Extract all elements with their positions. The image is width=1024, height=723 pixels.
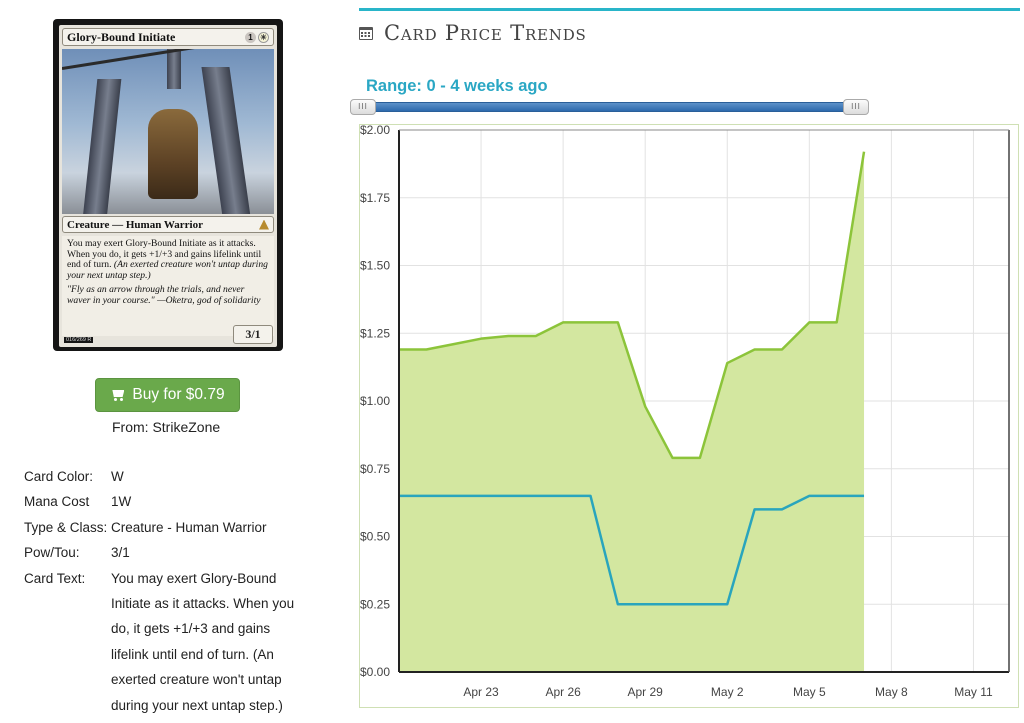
y-tick-label: $1.00: [360, 394, 390, 408]
mana-generic-icon: 1: [245, 31, 256, 43]
card-collector-number: 016/269 R: [64, 337, 94, 343]
detail-row-mana-cost: Mana Cost 1W: [24, 489, 301, 514]
detail-row-type: Type & Class: Creature - Human Warrior: [24, 515, 301, 540]
y-tick-label: $0.50: [360, 530, 390, 544]
detail-value: W: [111, 469, 124, 484]
x-tick-label: Apr 23: [463, 685, 499, 699]
y-tick-label: $0.75: [360, 462, 390, 476]
detail-label: Type & Class:: [24, 519, 108, 535]
detail-label: Pow/Tou:: [24, 545, 80, 561]
shopping-cart-icon: [110, 389, 126, 401]
card-details: Card Color: W Mana Cost 1W Type & Class:…: [24, 464, 301, 718]
calendar-icon: [359, 26, 373, 40]
y-tick-label: $0.25: [360, 597, 390, 611]
buy-button-label: Buy for $0.79: [132, 386, 225, 403]
card-rules-text: You may exert Glory-Bound Initiate as it…: [67, 238, 262, 271]
mana-white-icon: ☀: [258, 31, 269, 43]
detail-value: You may exert Glory-Bound Initiate as it…: [111, 570, 295, 713]
range-slider-right-handle[interactable]: III: [843, 99, 869, 115]
series-area-fill: [399, 151, 865, 672]
card-frame: Glory-Bound Initiate 1 ☀ Creature — Huma…: [59, 25, 277, 347]
x-tick-label: May 8: [875, 685, 908, 699]
card-text-box: You may exert Glory-Bound Initiate as it…: [62, 236, 274, 336]
y-tick-label: $1.50: [360, 259, 390, 273]
card-name: Glory-Bound Initiate: [67, 29, 176, 44]
y-tick-label: $0.00: [360, 665, 390, 679]
low-price-line: [399, 494, 865, 606]
card-reminder-text: (An exerted creature won't untap during …: [67, 259, 268, 281]
card-flavor-text: "Fly as an arrow through the trials, and…: [67, 284, 261, 306]
detail-label: Mana Cost: [24, 494, 90, 510]
x-tick-label: May 2: [711, 685, 744, 699]
buy-button[interactable]: Buy for $0.79: [95, 378, 240, 412]
card-type-line: Creature — Human Warrior: [67, 218, 203, 231]
range-slider-left-handle[interactable]: III: [350, 99, 376, 115]
detail-label: Card Text:: [24, 570, 86, 586]
card-type-bar: Creature — Human Warrior: [62, 216, 274, 233]
y-tick-label: $1.75: [360, 191, 390, 205]
detail-label: Card Color:: [24, 469, 94, 484]
seller-label: From: StrikeZone: [112, 419, 221, 435]
detail-row-color: Card Color: W: [24, 464, 301, 489]
panel-accent-line: [359, 8, 1020, 11]
warrior-figure: [148, 109, 198, 199]
mana-cost-symbols: 1 ☀: [245, 31, 269, 43]
card-image: Glory-Bound Initiate 1 ☀ Creature — Huma…: [53, 19, 283, 351]
y-tick-label: $1.25: [360, 326, 390, 340]
range-slider-track[interactable]: [350, 102, 869, 112]
x-tick-label: Apr 29: [628, 685, 664, 699]
panel-header: Card Price Trends: [359, 21, 587, 45]
set-symbol-icon: [259, 219, 269, 230]
detail-value: Creature - Human Warrior: [111, 519, 267, 535]
detail-row-pow-tou: Pow/Tou: 3/1: [24, 540, 301, 565]
x-tick-label: Apr 26: [545, 685, 581, 699]
card-art: [62, 49, 274, 214]
x-tick-label: May 11: [954, 685, 993, 699]
high-price-line: [399, 151, 866, 460]
range-label: Range: 0 - 4 weeks ago: [366, 77, 548, 95]
card-power-toughness: 3/1: [233, 325, 273, 344]
detail-value: 3/1: [111, 545, 130, 561]
x-tick-label: May 5: [793, 685, 826, 699]
detail-row-card-text: Card Text: You may exert Glory-Bound Ini…: [24, 566, 301, 718]
price-trend-chart: $0.00 $0.25 $0.50 $0.75 $1.00 $1.25 $1.50 $1.75…: [359, 124, 1019, 708]
panel-title: Card Price Trends: [384, 21, 587, 45]
range-slider[interactable]: III III: [350, 99, 869, 115]
detail-value: 1W: [111, 494, 132, 510]
card-name-bar: Glory-Bound Initiate 1 ☀: [62, 28, 274, 46]
y-tick-label: $2.00: [360, 124, 390, 137]
